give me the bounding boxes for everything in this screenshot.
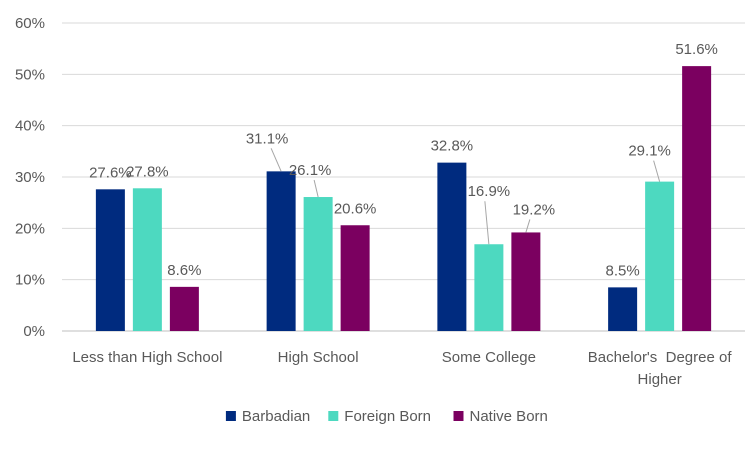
x-category-label: Less than High School [72, 349, 222, 366]
legend-label: Foreign Born [344, 408, 431, 425]
y-tick-label: 60% [15, 15, 45, 32]
leader-line [525, 219, 531, 233]
bar-foreign-born [303, 197, 333, 331]
y-tick-label: 10% [15, 272, 45, 289]
data-label: 8.5% [606, 262, 640, 279]
data-label: 29.1% [628, 143, 671, 160]
data-label: 27.6% [89, 164, 132, 181]
bar-barbadian [608, 287, 638, 331]
bar-native-born [340, 225, 370, 331]
x-category-label: Higher [638, 371, 682, 388]
y-tick-label: 50% [15, 66, 45, 83]
y-tick-label: 20% [15, 220, 45, 237]
bar-native-born [511, 232, 541, 331]
bar-barbadian [266, 171, 296, 331]
legend-label: Native Born [470, 408, 548, 425]
x-category-label: Bachelor's Degree of [588, 349, 733, 366]
legend-swatch [328, 411, 339, 421]
bar-barbadian [95, 189, 125, 331]
data-label: 27.8% [126, 163, 169, 180]
x-category-label: Some College [442, 349, 536, 366]
bar-barbadian [437, 162, 467, 331]
bar-foreign-born [132, 188, 162, 331]
legend-swatch [453, 411, 464, 421]
y-tick-label: 30% [15, 169, 45, 186]
x-axis-categories: Less than High School High School Some Col… [72, 349, 732, 388]
data-label: 32.8% [431, 138, 474, 155]
data-label: 20.6% [334, 200, 377, 217]
legend-label: Barbadian [242, 408, 310, 425]
leader-line [270, 148, 282, 172]
y-axis-ticks: 0% 10% 20% 30% 40% 50% 60% [15, 15, 45, 340]
x-category-label: High School [278, 349, 359, 366]
label-leader-lines [270, 148, 661, 245]
data-label: 51.6% [675, 41, 718, 58]
data-label: 8.6% [167, 262, 201, 279]
data-label: 19.2% [513, 201, 556, 218]
data-labels: 27.6%27.8% 8.6% 31.1%26.1% 20.6% 32.8% 16.9%1… [89, 41, 718, 279]
data-label: 31.1% [246, 130, 289, 147]
y-tick-label: 40% [15, 118, 45, 135]
bars [95, 66, 712, 332]
bar-foreign-born [474, 244, 504, 331]
leader-line [484, 201, 490, 245]
bar-foreign-born [645, 181, 675, 331]
leader-line [313, 179, 319, 198]
bar-native-born [682, 66, 712, 332]
data-label: 16.9% [468, 183, 511, 200]
bar-native-born [169, 286, 199, 331]
data-label: 26.1% [289, 162, 332, 179]
leader-line [653, 160, 661, 182]
legend: Barbadian Foreign Born Native Born [225, 408, 548, 425]
legend-swatch [225, 411, 236, 421]
y-tick-label: 0% [23, 323, 45, 340]
gridlines [62, 22, 745, 332]
